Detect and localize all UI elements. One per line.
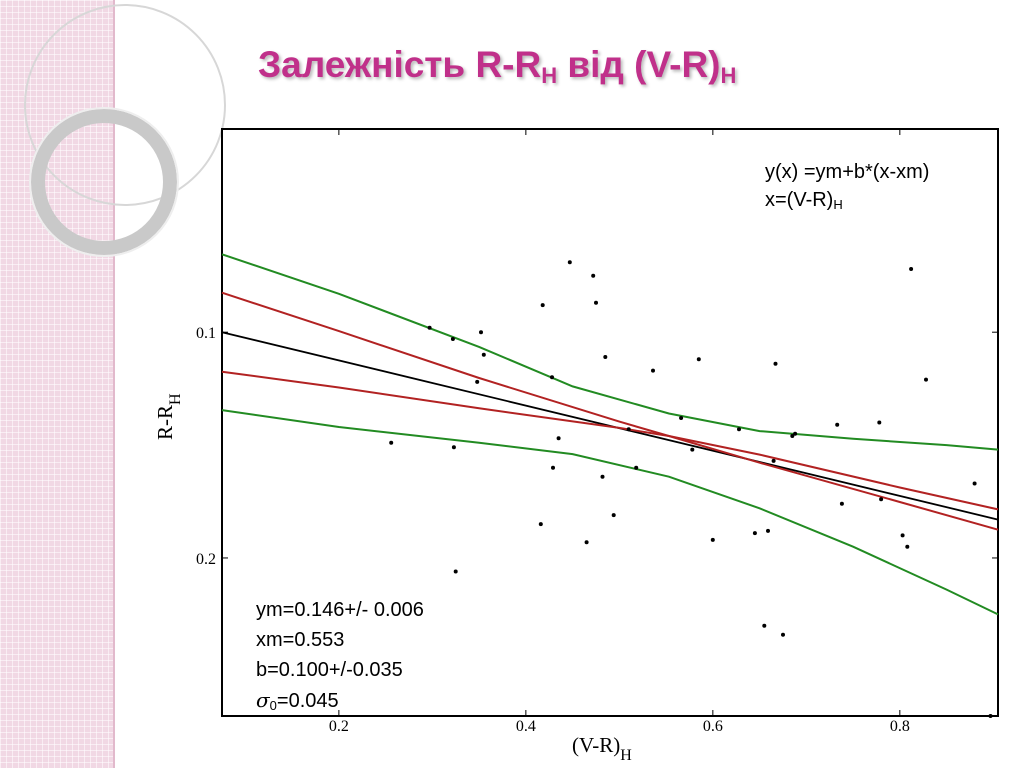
data-point-5 [475, 379, 480, 384]
data-point-4 [453, 569, 458, 574]
data-point-18 [603, 355, 608, 359]
data-point-40 [900, 533, 905, 538]
data-point-30 [766, 528, 770, 533]
data-point-24 [690, 447, 695, 452]
series-line-inner-band-2 [221, 370, 999, 511]
x-tick-label-1: 0.4 [516, 718, 536, 735]
x-axis-label: (V-R)H [572, 733, 632, 764]
series-line-outer-band-3 [221, 253, 999, 451]
data-point-17 [600, 474, 605, 479]
data-point-31 [771, 458, 776, 463]
fit-lines [221, 253, 999, 616]
data-point-20 [626, 427, 631, 432]
data-point-41 [905, 544, 910, 549]
x-definition-line: x=(V-R)H [765, 189, 843, 212]
sigma-value: σ0=0.045 [256, 688, 339, 713]
series-line-inner-band-1 [221, 291, 999, 531]
data-point-43 [924, 377, 928, 382]
x-tick-label-0: 0.2 [329, 718, 349, 735]
data-point-39 [879, 497, 884, 502]
data-point-19 [611, 513, 616, 518]
data-point-25 [696, 357, 701, 362]
data-point-21 [634, 465, 639, 470]
data-point-29 [762, 623, 767, 628]
data-point-28 [752, 531, 757, 536]
data-point-38 [877, 420, 882, 425]
axis-ticks: 0.2 0.4 0.6 0.8 0.1 0.2 [196, 129, 998, 735]
data-point-12 [556, 436, 561, 441]
data-point-13 [567, 260, 572, 265]
stats-annotation: ym=0.146+/- 0.006 xm=0.553 b=0.100+/-0.0… [256, 595, 424, 721]
data-point-26 [710, 537, 715, 542]
xm-value: xm=0.553 [256, 629, 345, 651]
ym-value: ym=0.146+/- 0.006 [256, 599, 424, 621]
x-tick-label-3: 0.8 [890, 718, 910, 735]
data-point-11 [551, 465, 555, 470]
data-point-0 [389, 440, 394, 445]
data-point-16 [594, 300, 598, 305]
data-point-22 [651, 368, 655, 373]
data-point-8 [538, 522, 543, 527]
data-point-9 [540, 303, 545, 308]
formula-annotation: y(x) =ym+b*(x-xm) x=(V-R)H [765, 158, 929, 219]
data-point-35 [793, 431, 798, 436]
data-point-27 [737, 427, 741, 432]
data-point-6 [479, 330, 483, 335]
side-panel-edge [113, 0, 115, 768]
data-point-15 [591, 273, 596, 278]
plot-frame [221, 128, 999, 717]
y-tick-label-0: 0.1 [196, 325, 216, 342]
data-point-37 [839, 501, 844, 506]
data-points [389, 260, 993, 718]
data-point-3 [451, 445, 456, 450]
y-tick-label-1: 0.2 [196, 551, 216, 568]
y-axis-label: R-RH [153, 393, 184, 440]
data-point-42 [909, 267, 914, 271]
data-point-2 [450, 337, 455, 341]
series-line-outer-band-4 [221, 409, 999, 616]
data-point-33 [781, 632, 785, 637]
data-point-44 [972, 481, 977, 486]
b-value: b=0.100+/-0.035 [256, 659, 403, 681]
data-point-10 [550, 375, 554, 380]
data-point-36 [835, 422, 840, 427]
formula-line: y(x) =ym+b*(x-xm) [765, 161, 930, 183]
x-tick-label-2: 0.6 [703, 718, 723, 735]
data-point-14 [584, 540, 589, 545]
data-point-32 [773, 361, 778, 366]
page-title: Залежність R-RH від (V-R)H [258, 44, 737, 88]
data-point-7 [481, 352, 486, 357]
data-point-45 [988, 714, 993, 718]
data-point-34 [790, 434, 795, 438]
data-point-1 [427, 325, 432, 330]
data-point-23 [679, 416, 684, 420]
